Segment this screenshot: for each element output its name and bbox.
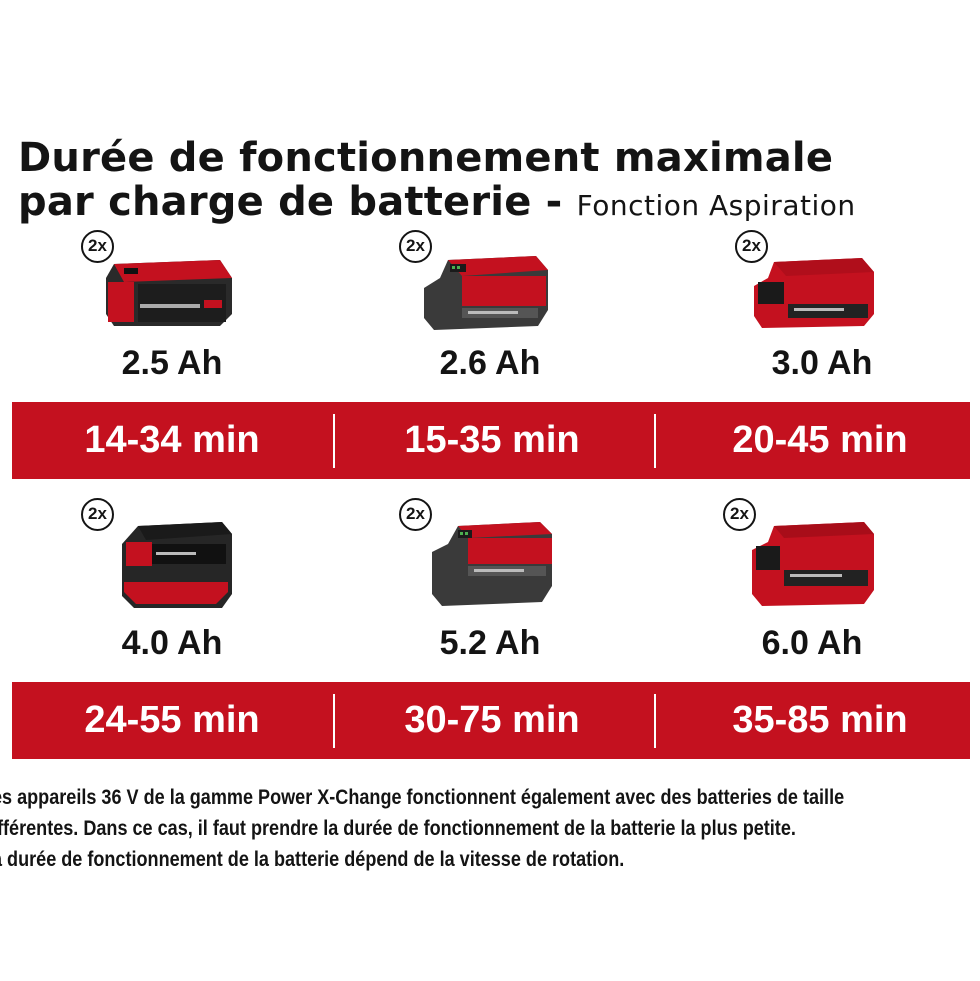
- qty-badge: 2x: [399, 498, 432, 531]
- runtime-value: 20-45 min: [732, 419, 908, 461]
- capacity-label: 3.0 Ah: [771, 344, 873, 382]
- runtime-value: 35-85 min: [732, 699, 908, 741]
- battery-2-6ah-icon: [424, 256, 548, 330]
- page-title: Durée de fonctionnement maximale par cha…: [18, 136, 968, 228]
- title-subtitle: Fonction Aspiration: [576, 189, 856, 222]
- runtime-band: 14-34 min 15-35 min 20-45 min: [12, 402, 970, 479]
- band-divider: [654, 694, 656, 748]
- qty-badge: 2x: [723, 498, 756, 531]
- battery-3-0ah-icon: [754, 258, 874, 328]
- footnote-line: ifférentes. Dans ce cas, il faut prendre…: [0, 817, 796, 840]
- qty-badge: 2x: [735, 230, 768, 263]
- capacity-label: 6.0 Ah: [761, 624, 863, 662]
- footnote: es appareils 36 V de la gamme Power X-Ch…: [0, 782, 852, 875]
- capacity-label: 2.5 Ah: [121, 344, 223, 382]
- band-divider: [333, 414, 335, 468]
- qty-badge: 2x: [81, 498, 114, 531]
- title-line-2: par charge de batterie - Fonction Aspira…: [18, 180, 968, 228]
- title-line-2-main: par charge de batterie -: [18, 179, 563, 225]
- battery-6-0ah-icon: [752, 522, 874, 606]
- runtime-band: 24-55 min 30-75 min 35-85 min: [12, 682, 970, 759]
- capacity-label: 2.6 Ah: [439, 344, 541, 382]
- runtime-value: 14-34 min: [84, 419, 260, 461]
- footnote-line: es appareils 36 V de la gamme Power X-Ch…: [0, 786, 845, 809]
- battery-5-2ah-icon: [432, 522, 552, 606]
- qty-badge: 2x: [81, 230, 114, 263]
- runtime-value: 24-55 min: [84, 699, 260, 741]
- battery-2-5ah-icon: [106, 260, 232, 326]
- band-divider: [333, 694, 335, 748]
- title-line-1: Durée de fonctionnement maximale: [18, 135, 834, 181]
- runtime-value: 30-75 min: [404, 699, 580, 741]
- footnote-line: a durée de fonctionnement de la batterie…: [0, 848, 625, 871]
- runtime-value: 15-35 min: [404, 419, 580, 461]
- band-divider: [654, 414, 656, 468]
- qty-badge: 2x: [399, 230, 432, 263]
- capacity-label: 4.0 Ah: [121, 624, 223, 662]
- battery-4-0ah-icon: [122, 522, 232, 608]
- capacity-label: 5.2 Ah: [439, 624, 541, 662]
